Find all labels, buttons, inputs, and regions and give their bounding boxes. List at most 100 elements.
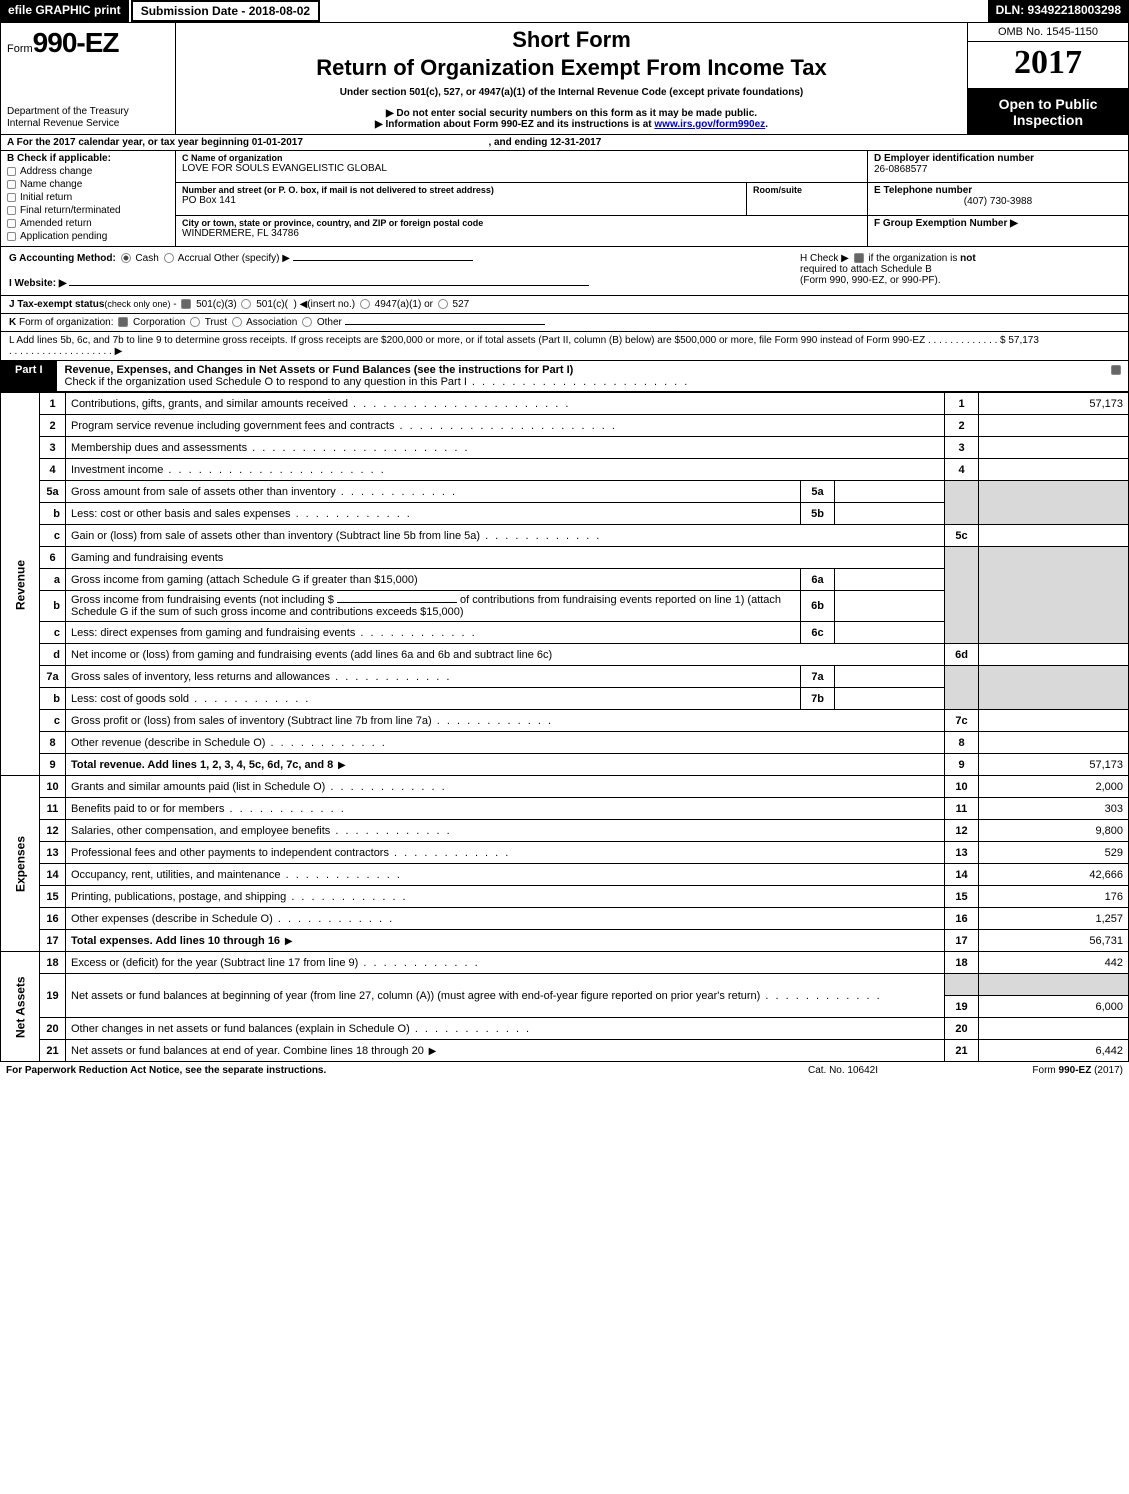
box-c-name: C Name of organization LOVE FOR SOULS EV…: [176, 151, 868, 183]
line-desc: Gross income from fundraising events (no…: [66, 591, 801, 622]
l6b-d1: Gross income from fundraising events (no…: [71, 594, 334, 606]
chk-501c[interactable]: [241, 299, 251, 309]
line-rn: 5c: [945, 525, 979, 547]
line-num: 3: [40, 437, 66, 459]
line-2: 2 Program service revenue including gove…: [1, 415, 1129, 437]
dept-line2: Internal Revenue Service: [7, 118, 169, 130]
line-g: G Accounting Method: Cash Accrual Other …: [9, 253, 776, 264]
line-num: 5a: [40, 481, 66, 503]
sub3-suffix: .: [765, 119, 768, 130]
sidelabel-revenue: Revenue: [1, 393, 40, 776]
row-l-text: L Add lines 5b, 6c, and 7b to line 9 to …: [9, 335, 1000, 357]
radio-cash[interactable]: [121, 253, 131, 263]
chk-527[interactable]: [438, 299, 448, 309]
line-num: b: [40, 688, 66, 710]
line-desc: Less: cost of goods sold: [66, 688, 801, 710]
chk-other[interactable]: [302, 317, 312, 327]
label-room: Room/suite: [753, 185, 861, 195]
line-desc: Benefits paid to or for members: [66, 798, 945, 820]
line-rv: [979, 437, 1129, 459]
line-desc: Gross income from gaming (attach Schedul…: [66, 569, 801, 591]
line-rv: 442: [979, 952, 1129, 974]
chk-assoc[interactable]: [232, 317, 242, 327]
label-c: C Name of organization: [182, 153, 861, 163]
line-num: 10: [40, 776, 66, 798]
line-rn: 11: [945, 798, 979, 820]
shade-cell: [945, 666, 979, 710]
chk-label: Final return/terminated: [20, 205, 121, 216]
chk-address-change[interactable]: Address change: [7, 166, 169, 177]
row-a-text1: A For the 2017 calendar year, or tax yea…: [7, 137, 303, 148]
chk-trust[interactable]: [190, 317, 200, 327]
chk-application-pending[interactable]: Application pending: [7, 231, 169, 242]
line-mn: 6b: [801, 591, 835, 622]
part1-checkbox[interactable]: [1104, 361, 1128, 391]
line-rn: 10: [945, 776, 979, 798]
checkbox-icon: [7, 180, 16, 189]
line-rn: 4: [945, 459, 979, 481]
dln-label: DLN: 93492218003298: [988, 0, 1129, 22]
k-other-blank: [345, 324, 545, 325]
form-number: Form990-EZ: [7, 27, 169, 59]
line-rv: [979, 1018, 1129, 1040]
chk-label: Initial return: [20, 192, 72, 203]
header-sub1: Under section 501(c), 527, or 4947(a)(1)…: [182, 87, 961, 98]
line-mv: [835, 688, 945, 710]
line-rn: 6d: [945, 644, 979, 666]
footer-notice: For Paperwork Reduction Act Notice, see …: [6, 1065, 743, 1076]
line-rv: [979, 732, 1129, 754]
line-16: 16 Other expenses (describe in Schedule …: [1, 908, 1129, 930]
line-rv: 9,800: [979, 820, 1129, 842]
line-desc: Salaries, other compensation, and employ…: [66, 820, 945, 842]
h-label1: H Check ▶: [800, 253, 849, 264]
h-checkbox[interactable]: [854, 253, 864, 263]
line-mn: 6c: [801, 622, 835, 644]
chk-final-return[interactable]: Final return/terminated: [7, 205, 169, 216]
chk-amended-return[interactable]: Amended return: [7, 218, 169, 229]
chk-name-change[interactable]: Name change: [7, 179, 169, 190]
submission-date: Submission Date - 2018-08-02: [131, 0, 320, 22]
line-rv: 2,000: [979, 776, 1129, 798]
line-mn: 5a: [801, 481, 835, 503]
page-footer: For Paperwork Reduction Act Notice, see …: [0, 1062, 1129, 1079]
line-num: 20: [40, 1018, 66, 1040]
line-rn: 16: [945, 908, 979, 930]
line-rn: 17: [945, 930, 979, 952]
header-grid: B Check if applicable: Address change Na…: [0, 151, 1129, 247]
line-21: 21 Net assets or fund balances at end of…: [1, 1040, 1129, 1062]
radio-accrual[interactable]: [164, 253, 174, 263]
line-mv: [835, 591, 945, 622]
line-desc: Other expenses (describe in Schedule O): [66, 908, 945, 930]
line-rv: 1,257: [979, 908, 1129, 930]
line-7a: 7a Gross sales of inventory, less return…: [1, 666, 1129, 688]
footer-cat: Cat. No. 10642I: [743, 1065, 943, 1076]
line-desc: Total revenue. Add lines 1, 2, 3, 4, 5c,…: [66, 754, 945, 776]
label-d: D Employer identification number: [874, 153, 1122, 164]
line-7c: c Gross profit or (loss) from sales of i…: [1, 710, 1129, 732]
irs-link[interactable]: www.irs.gov/form990ez: [654, 119, 765, 130]
shade-cell: [979, 547, 1129, 644]
checkbox-icon: [7, 219, 16, 228]
line-mn: 5b: [801, 503, 835, 525]
line-num: 7a: [40, 666, 66, 688]
line-desc: Occupancy, rent, utilities, and maintena…: [66, 864, 945, 886]
chk-initial-return[interactable]: Initial return: [7, 192, 169, 203]
g-other-blank: [293, 260, 473, 261]
line-17: 17 Total expenses. Add lines 10 through …: [1, 930, 1129, 952]
line-rv: 176: [979, 886, 1129, 908]
line-5a: 5a Gross amount from sale of assets othe…: [1, 481, 1129, 503]
line-mn: 7a: [801, 666, 835, 688]
chk-4947[interactable]: [360, 299, 370, 309]
row-g-h-i: G Accounting Method: Cash Accrual Other …: [0, 247, 1129, 296]
line-3: 3 Membership dues and assessments 3: [1, 437, 1129, 459]
efile-print-button[interactable]: efile GRAPHIC print: [0, 0, 129, 22]
topbar-spacer: [320, 0, 987, 22]
line-rn: 3: [945, 437, 979, 459]
box-e: E Telephone number (407) 730-3988: [868, 183, 1128, 215]
chk-corp[interactable]: [118, 317, 128, 327]
part1-label: Part I: [1, 361, 57, 391]
chk-501c3[interactable]: [181, 299, 191, 309]
chk-label: Amended return: [20, 218, 92, 229]
line-num: 9: [40, 754, 66, 776]
row-l: L Add lines 5b, 6c, and 7b to line 9 to …: [0, 332, 1129, 361]
